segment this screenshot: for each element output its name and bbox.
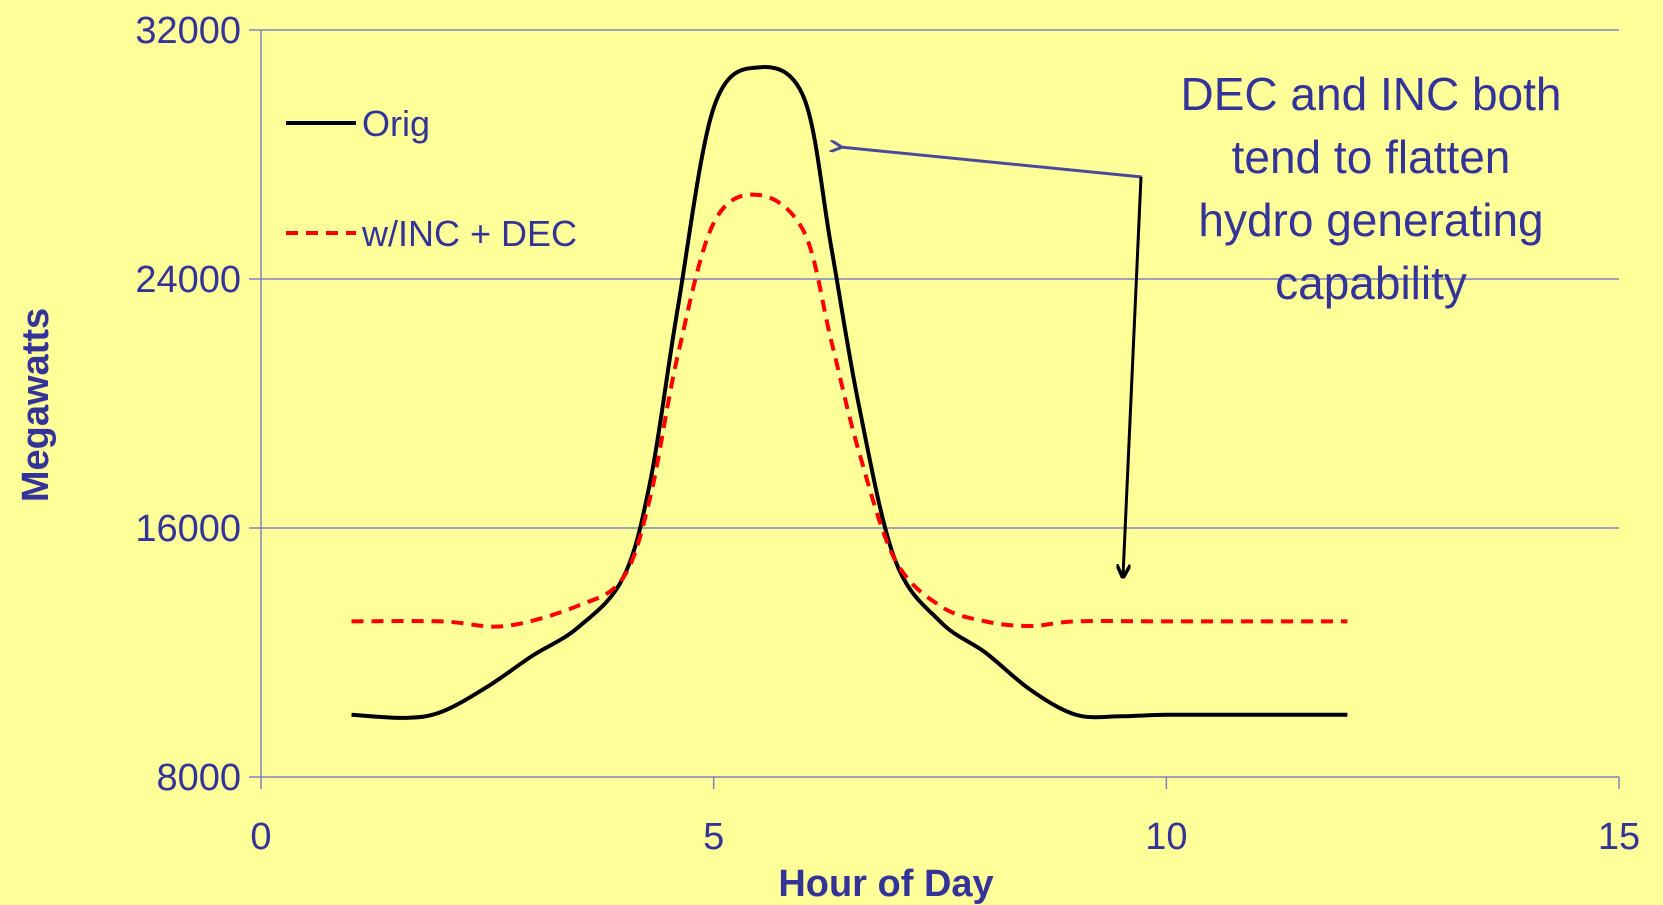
- legend-label-orig: Orig: [362, 103, 430, 144]
- annotation-arrow-to-base: [1123, 176, 1143, 576]
- x-tick-label-0: 0: [250, 816, 271, 858]
- ticks: 8000 16000 24000 32000 0 5 10 15: [135, 10, 1640, 858]
- y-tick-label-8000: 8000: [156, 757, 241, 799]
- x-tick-label-5: 5: [703, 816, 724, 858]
- axes: [260, 30, 1619, 778]
- y-tick-label-24000: 24000: [135, 259, 241, 301]
- y-tick-label-32000: 32000: [135, 10, 241, 52]
- x-axis-title: Hour of Day: [778, 863, 993, 905]
- annotation-line-2: tend to flatten: [1232, 131, 1511, 183]
- series-layer: [351, 65, 1348, 720]
- series-line-inc-dec: [351, 192, 1348, 629]
- x-tick-label-10: 10: [1145, 816, 1187, 858]
- legend: Orig w/INC + DEC: [286, 103, 577, 254]
- gridlines: [261, 29, 1619, 529]
- y-axis-title: Megawatts: [15, 308, 57, 502]
- annotation-line-3: hydro generating: [1198, 194, 1543, 246]
- annotation-arrow-to-peak: [840, 147, 1143, 179]
- annotation-line-1: DEC and INC both: [1181, 68, 1562, 120]
- series-line-orig: [351, 65, 1348, 720]
- legend-label-inc-dec: w/INC + DEC: [361, 213, 577, 254]
- annotation: DEC and INC both tend to flatten hydro g…: [840, 68, 1561, 576]
- y-tick-label-16000: 16000: [135, 508, 241, 550]
- annotation-line-4: capability: [1275, 257, 1467, 309]
- x-tick-label-15: 15: [1598, 816, 1640, 858]
